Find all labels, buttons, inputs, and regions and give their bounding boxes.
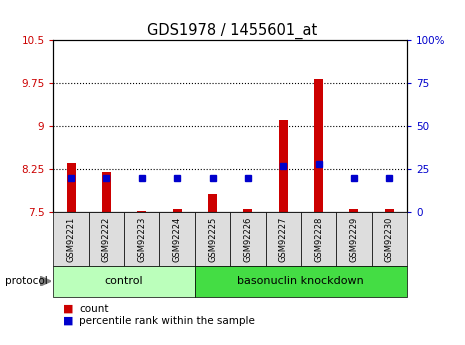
- Bar: [208, 194, 217, 212]
- Text: GSM92228: GSM92228: [314, 216, 323, 262]
- Text: GSM92227: GSM92227: [279, 216, 288, 262]
- Text: GDS1978 / 1455601_at: GDS1978 / 1455601_at: [147, 22, 318, 39]
- Text: GSM92230: GSM92230: [385, 216, 394, 262]
- Bar: [159, 212, 195, 266]
- Text: protocol: protocol: [5, 276, 47, 286]
- Bar: [385, 209, 393, 212]
- Bar: [124, 212, 159, 266]
- Bar: [230, 212, 266, 266]
- Bar: [137, 211, 146, 212]
- Text: control: control: [105, 276, 144, 286]
- Bar: [195, 212, 230, 266]
- Text: GSM92224: GSM92224: [173, 216, 182, 262]
- Bar: [349, 209, 358, 212]
- Text: GSM92226: GSM92226: [243, 216, 252, 262]
- Bar: [336, 212, 372, 266]
- Bar: [266, 212, 301, 266]
- Bar: [243, 209, 252, 212]
- Bar: [53, 266, 195, 297]
- Text: ■: ■: [63, 304, 73, 314]
- Text: percentile rank within the sample: percentile rank within the sample: [79, 316, 255, 326]
- Bar: [301, 212, 336, 266]
- Bar: [102, 172, 111, 212]
- Bar: [314, 79, 323, 212]
- Polygon shape: [40, 276, 51, 286]
- Text: basonuclin knockdown: basonuclin knockdown: [238, 276, 364, 286]
- Text: count: count: [79, 304, 108, 314]
- Text: GSM92223: GSM92223: [137, 216, 146, 262]
- Bar: [89, 212, 124, 266]
- Text: ■: ■: [63, 316, 73, 326]
- Bar: [66, 163, 75, 212]
- Text: GSM92229: GSM92229: [349, 216, 359, 262]
- Text: GSM92225: GSM92225: [208, 216, 217, 262]
- Bar: [279, 120, 287, 212]
- Text: GSM92222: GSM92222: [102, 216, 111, 262]
- Bar: [372, 212, 407, 266]
- Bar: [195, 266, 407, 297]
- Bar: [173, 209, 181, 212]
- Text: GSM92221: GSM92221: [66, 216, 76, 262]
- Bar: [53, 212, 89, 266]
